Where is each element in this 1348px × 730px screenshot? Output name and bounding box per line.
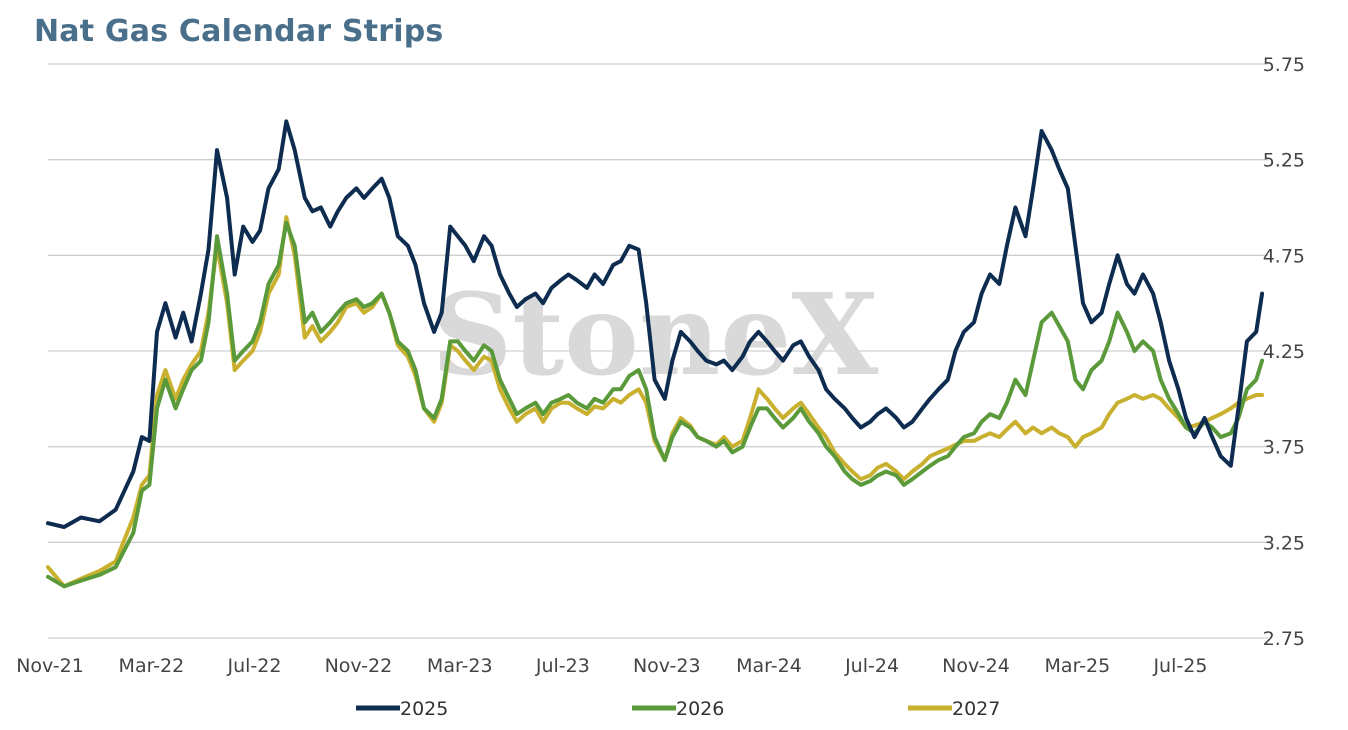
legend-label-2025: 2025 [400, 698, 448, 720]
y-tick-label: 4.25 [1263, 341, 1305, 363]
y-tick-label: 3.75 [1263, 437, 1305, 459]
legend: 2025 2026 2027 [356, 698, 1000, 720]
x-tick-label: Jul-24 [844, 655, 899, 677]
legend-label-2027: 2027 [952, 698, 1000, 720]
x-tick-label: Jul-22 [226, 655, 281, 677]
x-tick-label: Jul-25 [1152, 655, 1207, 677]
chart-title: Nat Gas Calendar Strips [34, 14, 444, 49]
x-tick-label: Nov-23 [633, 655, 701, 677]
x-tick-label: Nov-24 [942, 655, 1010, 677]
y-axis-ticks: 2.75 3.25 3.75 4.25 4.75 5.25 5.75 [1263, 54, 1305, 650]
y-tick-label: 2.75 [1263, 628, 1305, 650]
y-tick-label: 5.75 [1263, 54, 1305, 76]
x-axis-ticks: Nov-21 Mar-22 Jul-22 Nov-22 Mar-23 Jul-23 Nov-… [16, 655, 1207, 677]
x-tick-label: Mar-22 [119, 655, 185, 677]
x-tick-label: Mar-24 [736, 655, 802, 677]
y-tick-label: 5.25 [1263, 150, 1305, 172]
y-tick-label: 4.75 [1263, 245, 1305, 267]
x-tick-label: Mar-25 [1045, 655, 1111, 677]
legend-label-2026: 2026 [676, 698, 724, 720]
series-lines [46, 119, 1265, 589]
x-tick-label: Nov-22 [325, 655, 393, 677]
x-tick-label: Mar-23 [427, 655, 493, 677]
series-line-2025 [46, 119, 1265, 529]
x-tick-label: Jul-23 [535, 655, 590, 677]
x-tick-label: Nov-21 [16, 655, 84, 677]
y-tick-label: 3.25 [1263, 532, 1305, 554]
series-line-2026 [46, 220, 1265, 589]
